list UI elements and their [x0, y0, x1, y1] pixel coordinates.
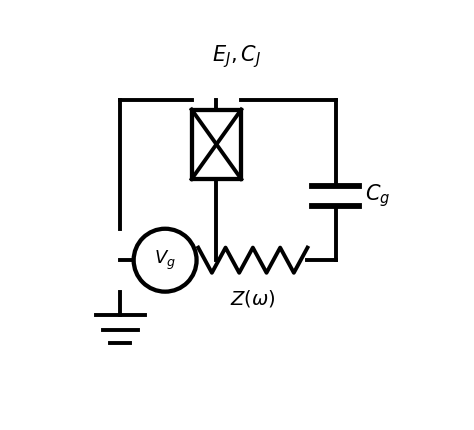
- Text: $C_g$: $C_g$: [365, 182, 391, 209]
- Text: $E_J,C_J$: $E_J,C_J$: [212, 43, 261, 70]
- Bar: [191, 110, 241, 179]
- Circle shape: [134, 229, 197, 292]
- Text: $Z(\omega)$: $Z(\omega)$: [230, 289, 276, 309]
- Text: $V_g$: $V_g$: [154, 249, 176, 272]
